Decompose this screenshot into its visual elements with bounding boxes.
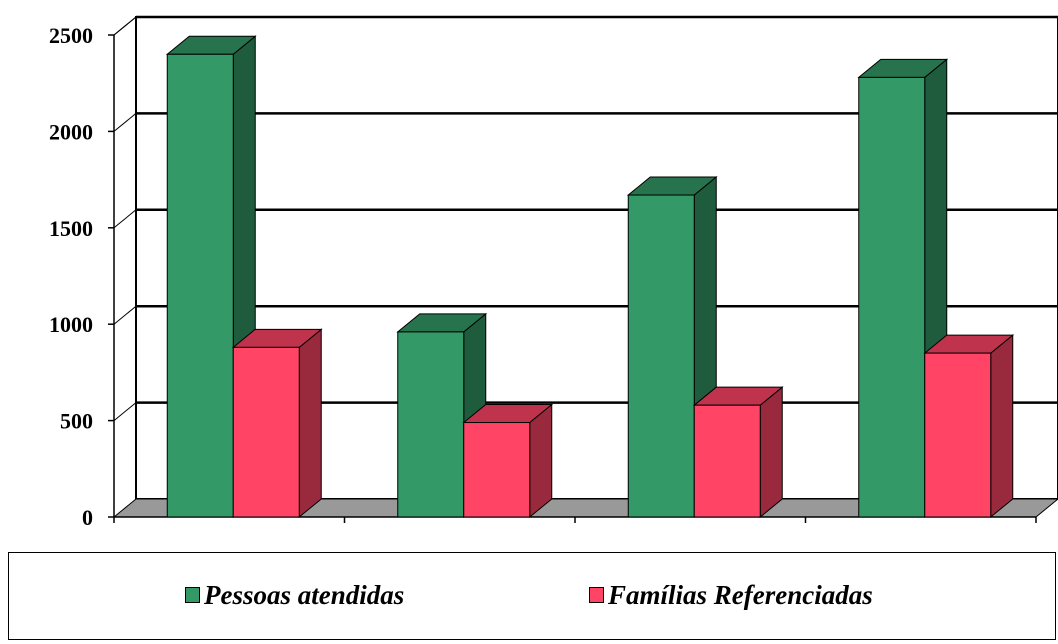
y-tick-label: 2500 bbox=[49, 23, 93, 48]
gridline-side bbox=[113, 305, 137, 325]
bar bbox=[166, 53, 234, 518]
legend-label-familias: Famílias Referenciadas bbox=[608, 580, 873, 610]
gridline-side bbox=[113, 113, 137, 132]
legend-swatch-pessoas bbox=[185, 587, 200, 603]
y-tick-label: 1500 bbox=[49, 216, 93, 241]
y-tick-label: 2000 bbox=[49, 119, 93, 144]
bar-side bbox=[298, 328, 322, 519]
y-tick-label: 0 bbox=[82, 505, 93, 530]
legend-item-pessoas: Pessoas atendidas bbox=[185, 580, 404, 610]
gridline-side bbox=[113, 209, 137, 229]
bar-side bbox=[529, 403, 553, 519]
legend-swatch-familias bbox=[589, 587, 604, 603]
legend-item-familias: Famílias Referenciadas bbox=[589, 580, 873, 610]
bar bbox=[924, 352, 992, 518]
bar bbox=[858, 76, 926, 518]
side-wall-top bbox=[113, 16, 137, 36]
bar-side bbox=[759, 386, 783, 519]
legend-label-pessoas: Pessoas atendidas bbox=[204, 580, 405, 610]
y-tick-label: 500 bbox=[60, 409, 93, 434]
y-tick-label: 1000 bbox=[49, 312, 93, 337]
bar bbox=[397, 331, 465, 518]
bar-side bbox=[990, 334, 1014, 519]
legend: Pessoas atendidas Famílias Referenciadas bbox=[8, 552, 1056, 640]
bar bbox=[463, 422, 531, 518]
bar bbox=[627, 194, 695, 518]
gridline-side bbox=[113, 402, 137, 421]
bar bbox=[693, 404, 761, 518]
bar bbox=[232, 346, 300, 518]
